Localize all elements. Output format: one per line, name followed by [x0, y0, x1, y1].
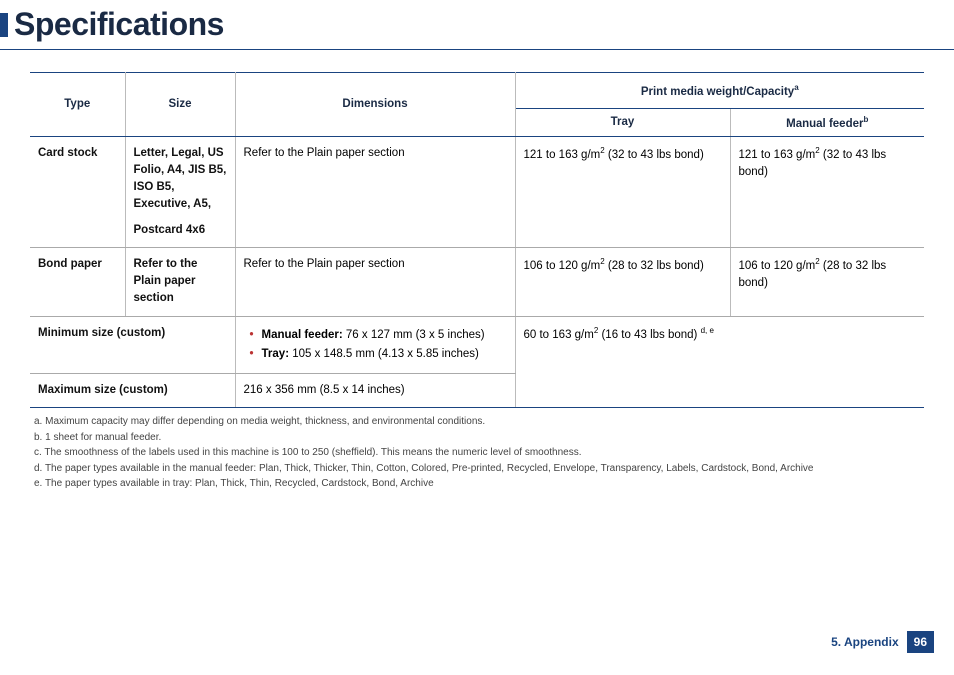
- cell-min-dims: Manual feeder: 76 x 127 mm (3 x 5 inches…: [235, 316, 515, 374]
- footnote-e: e. The paper types available in tray: Pl…: [34, 476, 924, 492]
- cell-tray: 121 to 163 g/m2 (32 to 43 lbs bond): [515, 136, 730, 247]
- th-weight-sup: a: [794, 83, 798, 92]
- th-type: Type: [30, 73, 125, 137]
- cell-manual-pre: 106 to 120 g/m: [739, 260, 816, 272]
- footnote-a: a. Maximum capacity may differ depending…: [34, 414, 924, 430]
- th-weight: Print media weight/Capacitya: [515, 73, 924, 109]
- cell-tray-pre: 106 to 120 g/m: [524, 260, 601, 272]
- min-li-tray: Tray: 105 x 148.5 mm (4.13 x 5.85 inches…: [250, 346, 507, 363]
- sup-e: e: [709, 326, 713, 335]
- footnote-c: c. The smoothness of the labels used in …: [34, 445, 924, 461]
- row-card-stock: Card stock Letter, Legal, US Folio, A4, …: [30, 136, 924, 247]
- cell-type: Bond paper: [30, 247, 125, 316]
- footnote-d: d. The paper types available in the manu…: [34, 461, 924, 477]
- th-manual-sup: b: [863, 115, 868, 124]
- title-accent-bar: [0, 13, 8, 37]
- cell-size-main: Letter, Legal, US Folio, A4, JIS B5, ISO…: [134, 147, 227, 211]
- cell-size-extra: Postcard 4x6: [134, 224, 206, 236]
- cell-weight-post: (16 to 43 lbs bond): [598, 328, 700, 340]
- cell-size: Letter, Legal, US Folio, A4, JIS B5, ISO…: [125, 136, 235, 247]
- cell-custom-weight: 60 to 163 g/m2 (16 to 43 lbs bond) d, e: [515, 316, 924, 408]
- spec-table-wrap: Type Size Dimensions Print media weight/…: [30, 72, 924, 408]
- th-manual: Manual feederb: [730, 108, 924, 136]
- row-bond-paper: Bond paper Refer to the Plain paper sect…: [30, 247, 924, 316]
- title-bar: Specifications: [0, 0, 954, 50]
- th-size: Size: [125, 73, 235, 137]
- spec-table: Type Size Dimensions Print media weight/…: [30, 72, 924, 408]
- cell-manual-pre: 121 to 163 g/m: [739, 148, 816, 160]
- cell-min-label: Minimum size (custom): [30, 316, 235, 374]
- cell-max-dims: 216 x 356 mm (8.5 x 14 inches): [235, 374, 515, 408]
- cell-weight-pre: 60 to 163 g/m: [524, 328, 594, 340]
- th-dimensions: Dimensions: [235, 73, 515, 137]
- row-min-size: Minimum size (custom) Manual feeder: 76 …: [30, 316, 924, 374]
- min-li-tray-label: Tray:: [262, 348, 290, 360]
- min-li-manual-label: Manual feeder:: [262, 329, 343, 341]
- cell-dims: Refer to the Plain paper section: [235, 136, 515, 247]
- cell-tray-post: (32 to 43 lbs bond): [605, 148, 704, 160]
- min-li-tray-val: 105 x 148.5 mm (4.13 x 5.85 inches): [289, 348, 479, 360]
- min-li-manual-val: 76 x 127 mm (3 x 5 inches): [343, 329, 485, 341]
- footnote-b: b. 1 sheet for manual feeder.: [34, 430, 924, 446]
- cell-tray-pre: 121 to 163 g/m: [524, 148, 601, 160]
- cell-type: Card stock: [30, 136, 125, 247]
- cell-size: Refer to the Plain paper section: [125, 247, 235, 316]
- footer-page-number: 96: [907, 631, 934, 653]
- cell-dims: Refer to the Plain paper section: [235, 247, 515, 316]
- th-tray: Tray: [515, 108, 730, 136]
- footer-chapter: 5. Appendix: [831, 635, 899, 649]
- cell-max-label: Maximum size (custom): [30, 374, 235, 408]
- page-title: Specifications: [14, 6, 954, 43]
- th-manual-label: Manual feeder: [786, 118, 863, 130]
- footnotes: a. Maximum capacity may differ depending…: [34, 414, 924, 492]
- min-li-manual: Manual feeder: 76 x 127 mm (3 x 5 inches…: [250, 327, 507, 344]
- th-weight-label: Print media weight/Capacity: [641, 86, 794, 98]
- cell-tray: 106 to 120 g/m2 (28 to 32 lbs bond): [515, 247, 730, 316]
- cell-manual: 106 to 120 g/m2 (28 to 32 lbs bond): [730, 247, 924, 316]
- page-footer: 5. Appendix 96: [831, 631, 934, 653]
- cell-manual: 121 to 163 g/m2 (32 to 43 lbs bond): [730, 136, 924, 247]
- cell-tray-post: (28 to 32 lbs bond): [605, 260, 704, 272]
